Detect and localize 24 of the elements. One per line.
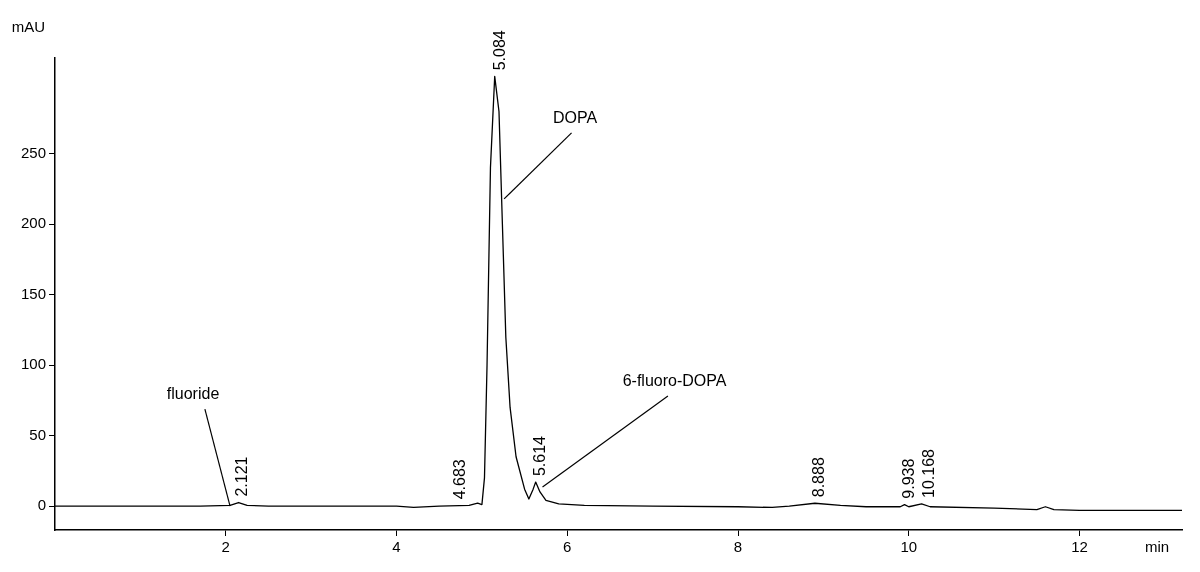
x-tick-label: 6 <box>563 538 572 556</box>
y-tick-label: 100 <box>21 355 47 373</box>
annotation: 8.888 <box>810 457 828 498</box>
y-axis-title: mAU <box>11 18 46 36</box>
annotation: 4.683 <box>451 459 469 500</box>
x-tick-label: 12 <box>1071 538 1088 556</box>
y-tick-label: 250 <box>21 143 47 161</box>
annotation: 5.614 <box>530 435 548 477</box>
y-tick-label: 200 <box>21 214 47 232</box>
annotation: 2.121 <box>232 456 250 497</box>
y-tick-label: 50 <box>29 425 47 443</box>
annotation: 6-fluoro-DOPA <box>622 372 727 390</box>
y-tick-label: 150 <box>21 284 47 302</box>
x-tick-label: 4 <box>392 538 401 556</box>
annotation: 9.938 <box>899 458 917 499</box>
annotation: 10.168 <box>919 448 937 498</box>
y-tick-label: 0 <box>37 496 47 514</box>
x-tick-label: 10 <box>900 538 918 556</box>
annotation: DOPA <box>553 109 598 127</box>
x-tick-label: 8 <box>733 538 743 556</box>
x-axis-title: min <box>1144 537 1170 555</box>
annotation: 5.084 <box>491 30 509 71</box>
annotation: fluoride <box>166 385 220 403</box>
x-tick-label: 2 <box>221 538 230 556</box>
